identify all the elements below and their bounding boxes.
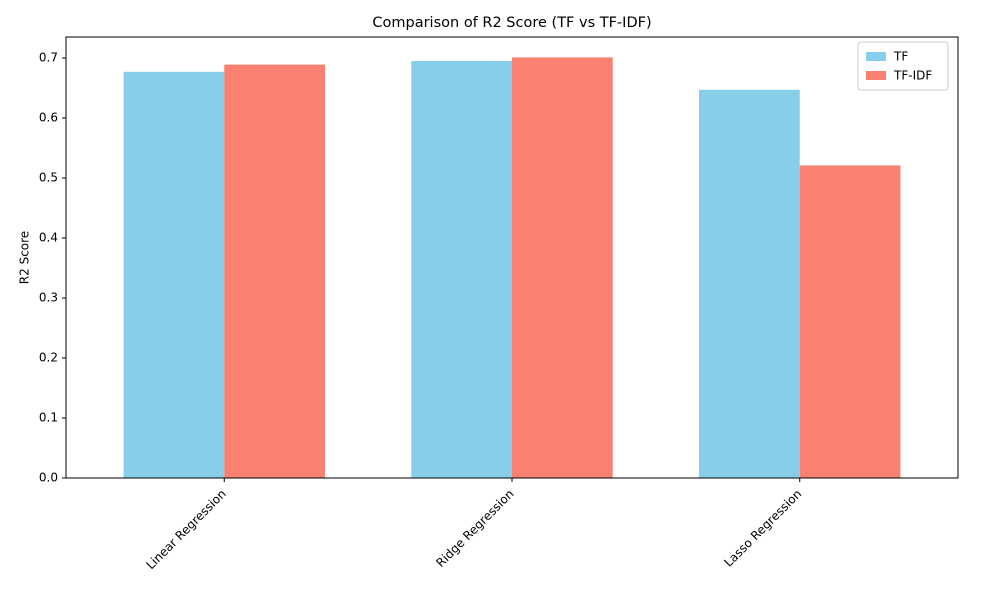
y-tick-label: 0.1 xyxy=(39,411,58,425)
bar-tf-idf-2 xyxy=(799,165,901,478)
legend: TF TF-IDF xyxy=(857,41,949,91)
y-axis-ticks: 0.0 0.1 0.2 0.3 0.4 0.5 0.6 0.7 xyxy=(39,51,66,485)
y-tick-label: 0.0 xyxy=(39,471,58,485)
legend-label: TF-IDF xyxy=(893,69,932,83)
bar-tf-idf-1 xyxy=(512,57,613,479)
y-tick-label: 0.7 xyxy=(39,51,58,65)
legend-swatch-tf-idf xyxy=(866,71,886,80)
x-tick-label: Lasso Regression xyxy=(721,487,804,570)
y-tick-label: 0.2 xyxy=(39,351,58,365)
x-tick-label: Ridge Regression xyxy=(433,487,516,570)
plot-frame xyxy=(65,36,959,479)
bar-tf-2 xyxy=(699,89,800,479)
y-axis-label: R2 Score xyxy=(18,231,32,284)
y-tick-label: 0.4 xyxy=(39,231,58,245)
y-tick-label: 0.5 xyxy=(39,171,58,185)
bar-tf-1 xyxy=(411,61,512,478)
x-axis-ticks: Linear Regression Ridge Regression Lasso R… xyxy=(143,478,804,572)
legend-label: TF xyxy=(893,50,908,64)
bars-group xyxy=(123,57,901,479)
bar-tf-idf-0 xyxy=(224,64,325,478)
legend-swatch-tf xyxy=(866,52,886,61)
y-tick-label: 0.6 xyxy=(39,111,58,125)
x-tick-label: Linear Regression xyxy=(143,487,228,572)
y-tick-label: 0.3 xyxy=(39,291,58,305)
chart-title: Comparison of R2 Score (TF vs TF-IDF) xyxy=(372,15,651,31)
bar-tf-0 xyxy=(123,71,225,479)
